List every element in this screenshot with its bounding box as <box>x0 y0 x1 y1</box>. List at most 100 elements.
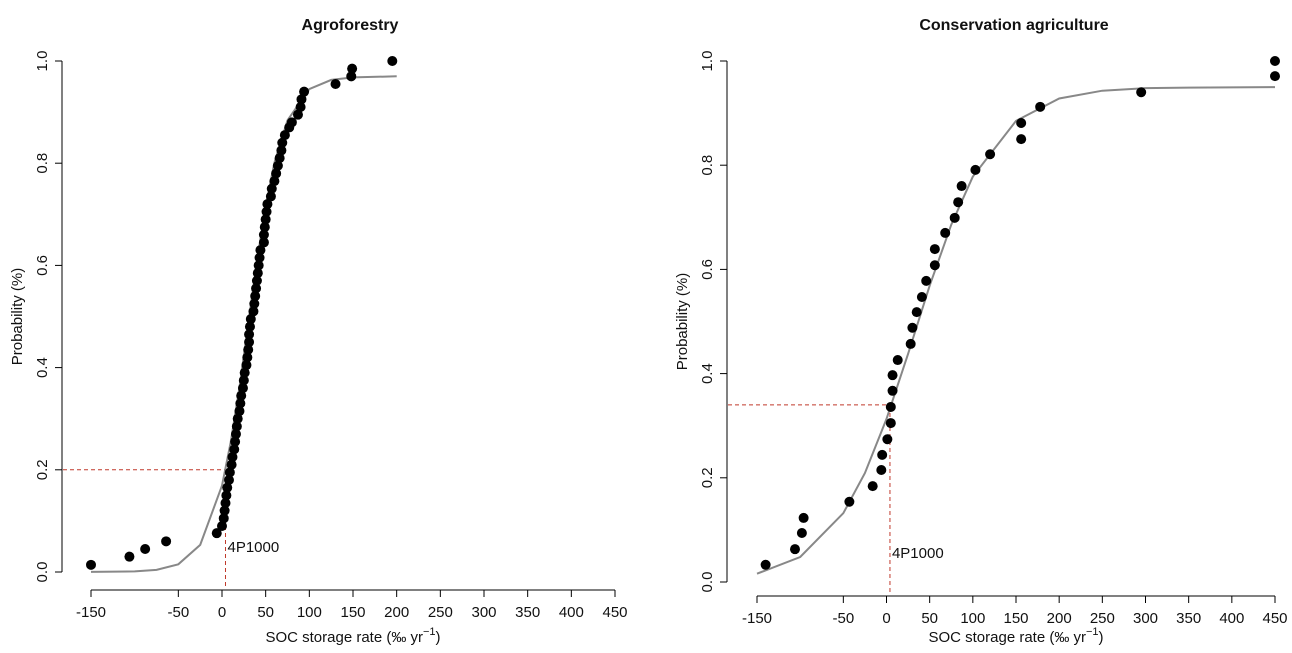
x-axis-title-end: ) <box>1099 629 1104 646</box>
x-tick-label: 450 <box>602 604 627 621</box>
chart-title: Conservation agriculture <box>919 17 1108 34</box>
data-point <box>221 490 232 501</box>
data-point <box>255 245 266 256</box>
x-tick-label: 300 <box>1133 610 1158 627</box>
data-point <box>254 252 265 263</box>
data-point <box>798 512 809 523</box>
data-point <box>274 153 285 164</box>
data-point <box>1016 117 1027 128</box>
data-point <box>929 244 940 255</box>
y-tick-label: 0.8 <box>34 153 51 174</box>
x-tick-label: 100 <box>297 604 322 621</box>
x-tick-label: -150 <box>76 604 106 621</box>
x-axis-title-text: SOC storage rate (‰ yr <box>928 629 1086 646</box>
data-point <box>234 406 245 417</box>
x-axis-title: SOC storage rate (‰ yr−1) <box>265 626 440 646</box>
data-point <box>1035 101 1046 112</box>
data-point <box>231 421 242 432</box>
data-point <box>266 183 277 194</box>
x-tick-label: 250 <box>428 604 453 621</box>
data-point <box>387 56 398 66</box>
x-tick-label: 50 <box>921 610 938 627</box>
data-point <box>929 260 940 271</box>
data-point <box>330 78 341 89</box>
data-point <box>161 536 172 547</box>
data-point <box>236 390 247 401</box>
data-point <box>244 329 255 340</box>
data-point <box>796 528 807 539</box>
data-point <box>296 94 307 105</box>
x-tick-label: 400 <box>1219 610 1244 627</box>
y-tick-label: 0.6 <box>699 259 716 280</box>
data-point <box>227 452 238 463</box>
data-point <box>885 401 896 412</box>
y-tick-label: 0.4 <box>699 363 716 384</box>
y-tick-label: 0.4 <box>34 357 51 378</box>
data-point <box>276 145 287 156</box>
x-axis-title-end: ) <box>436 629 441 646</box>
data-point <box>916 292 927 303</box>
data-point <box>259 222 270 233</box>
y-tick-label: 0.0 <box>34 562 51 583</box>
x-axis-title-text: SOC storage rate (‰ yr <box>265 629 423 646</box>
x-tick-label: 200 <box>384 604 409 621</box>
data-point <box>261 206 272 217</box>
x-axis-title: SOC storage rate (‰ yr−1) <box>928 626 1103 646</box>
x-tick-label: 0 <box>882 610 890 627</box>
data-point <box>956 181 967 192</box>
data-point <box>905 338 916 349</box>
data-point <box>921 275 932 286</box>
data-point <box>86 559 96 570</box>
data-point <box>844 496 855 507</box>
data-point <box>295 101 306 112</box>
data-point <box>222 482 233 493</box>
data-point <box>249 298 260 309</box>
data-point <box>1270 56 1280 66</box>
x-tick-label: 350 <box>515 604 540 621</box>
data-point <box>940 227 951 238</box>
data-point <box>251 275 262 286</box>
data-point <box>248 306 259 317</box>
fit-curve <box>756 86 1276 575</box>
data-point <box>211 528 222 539</box>
data-point <box>235 398 246 409</box>
data-point <box>229 444 240 455</box>
data-point <box>258 237 269 248</box>
y-tick-label: 0.6 <box>34 255 51 276</box>
x-tick-label: 350 <box>1176 610 1201 627</box>
data-point <box>277 137 288 148</box>
data-point <box>279 130 290 141</box>
x-axis-title-sup: −1 <box>423 626 436 638</box>
data-point <box>949 212 960 223</box>
data-point <box>789 544 800 555</box>
y-tick-label: 0.2 <box>34 459 51 480</box>
x-tick-label: -50 <box>832 610 854 627</box>
y-tick-label: 1.0 <box>699 51 716 72</box>
data-point <box>907 322 918 333</box>
data-point <box>887 385 898 396</box>
data-point <box>250 291 261 302</box>
threshold-label: 4P1000 <box>227 539 279 556</box>
data-point <box>219 505 230 516</box>
data-point <box>985 149 996 160</box>
data-point <box>226 459 237 470</box>
x-axis-title-sup: −1 <box>1086 626 1099 638</box>
x-tick-label: 450 <box>1262 610 1287 627</box>
data-point <box>269 176 280 187</box>
data-point <box>299 86 310 97</box>
data-point <box>970 164 981 175</box>
x-tick-label: 100 <box>960 610 985 627</box>
data-point <box>140 544 151 555</box>
y-tick-label: 0.2 <box>699 467 716 488</box>
data-point <box>251 283 262 294</box>
y-axis-title: Probability (%) <box>9 268 26 366</box>
data-point <box>347 63 358 74</box>
data-point <box>265 191 276 202</box>
x-tick-label: 150 <box>1003 610 1028 627</box>
data-point <box>243 344 254 355</box>
data-point <box>258 229 269 240</box>
data-point <box>867 481 878 492</box>
data-point <box>876 464 887 475</box>
data-point <box>239 367 250 378</box>
